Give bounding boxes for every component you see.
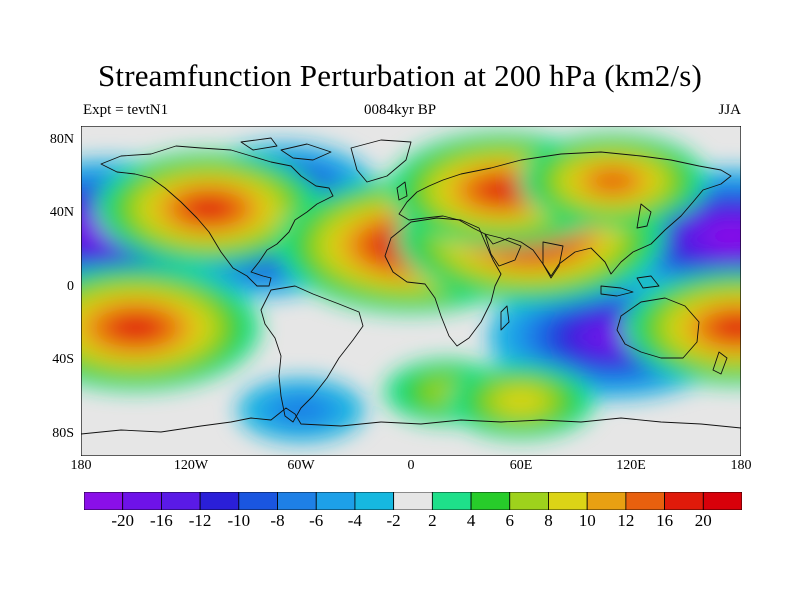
plot-title: Streamfunction Perturbation at 200 hPa (… bbox=[97, 58, 703, 93]
experiment-label: Expt = tevtN1 bbox=[83, 102, 169, 118]
colorbar-swatch bbox=[84, 492, 124, 510]
coastlines bbox=[81, 137, 741, 435]
lon-tick-120e: 120E bbox=[616, 458, 646, 473]
contour-band bbox=[273, 396, 329, 424]
colorbar-swatch bbox=[315, 492, 356, 510]
lon-tick-60w: 60W bbox=[287, 458, 315, 473]
colorbar-label: 10 bbox=[578, 511, 596, 530]
colorbar-swatch bbox=[393, 492, 433, 510]
anomaly-center-12 bbox=[623, 270, 741, 385]
colorbar-label: 4 bbox=[466, 511, 476, 530]
contour-band bbox=[590, 170, 635, 192]
colorbar-swatch bbox=[161, 492, 201, 510]
contour-band bbox=[496, 388, 546, 414]
colorbar-label: 8 bbox=[544, 511, 553, 530]
colorbar-label: 6 bbox=[505, 511, 515, 530]
lon-tick-0: 0 bbox=[407, 458, 415, 473]
colorbar-swatch bbox=[122, 492, 162, 510]
lon-tick-180w: 180 bbox=[70, 458, 92, 473]
lat-tick-80s: 80S bbox=[52, 426, 74, 441]
contour-band bbox=[111, 315, 161, 341]
colorbar-label: 2 bbox=[428, 511, 437, 530]
colorbar-label: -20 bbox=[111, 511, 135, 530]
colorbar-label: -6 bbox=[309, 511, 324, 530]
lon-tick-60e: 60E bbox=[509, 458, 533, 473]
streamfunction-map bbox=[81, 126, 741, 456]
colorbar-label: -10 bbox=[227, 511, 251, 530]
colorbar-label: 20 bbox=[694, 511, 712, 530]
lat-tick-eq: 0 bbox=[67, 279, 74, 294]
time-label: 0084kyr BP bbox=[363, 102, 437, 118]
colorbar-swatch bbox=[354, 492, 395, 510]
colorbar-swatch bbox=[238, 492, 278, 510]
colorbar-label: -2 bbox=[386, 511, 401, 530]
lat-tick-40n: 40N bbox=[49, 205, 74, 220]
colorbar-swatch bbox=[586, 492, 627, 510]
anomaly-center-11 bbox=[81, 265, 261, 390]
contour-band bbox=[186, 197, 233, 220]
colorbar-label: -12 bbox=[188, 511, 212, 530]
colorbar-swatch bbox=[277, 492, 317, 510]
colorbar-label: 12 bbox=[617, 511, 635, 530]
anomaly-center-6 bbox=[95, 151, 324, 266]
colorbar-label: -16 bbox=[150, 511, 173, 530]
colorbar-swatch bbox=[431, 492, 472, 510]
anomaly-center-10 bbox=[518, 133, 707, 229]
season-label: JJA bbox=[718, 102, 741, 118]
colorbar-label: 16 bbox=[656, 511, 674, 530]
colorbar-label: -4 bbox=[347, 511, 362, 530]
lon-tick-120w: 120W bbox=[173, 458, 209, 473]
contour-band bbox=[479, 178, 526, 202]
lon-tick-180e: 180 bbox=[730, 458, 752, 473]
colorbar-swatch bbox=[548, 492, 588, 510]
lat-tick-80n: 80N bbox=[49, 132, 74, 147]
contour-band bbox=[714, 316, 741, 340]
colorbar-swatch bbox=[625, 492, 665, 510]
colorbar bbox=[84, 492, 742, 510]
colorbar-swatch bbox=[702, 492, 742, 510]
anomaly-center-14 bbox=[447, 364, 595, 438]
colorbar-swatch bbox=[470, 492, 511, 510]
lat-tick-40s: 40S bbox=[52, 352, 74, 367]
colorbar-swatch bbox=[664, 492, 704, 510]
colorbar-label: -8 bbox=[270, 511, 285, 530]
colorbar-swatch bbox=[199, 492, 240, 510]
contour-band bbox=[708, 224, 741, 248]
colorbar-swatch bbox=[509, 492, 549, 510]
anomaly-center-5 bbox=[237, 378, 365, 443]
